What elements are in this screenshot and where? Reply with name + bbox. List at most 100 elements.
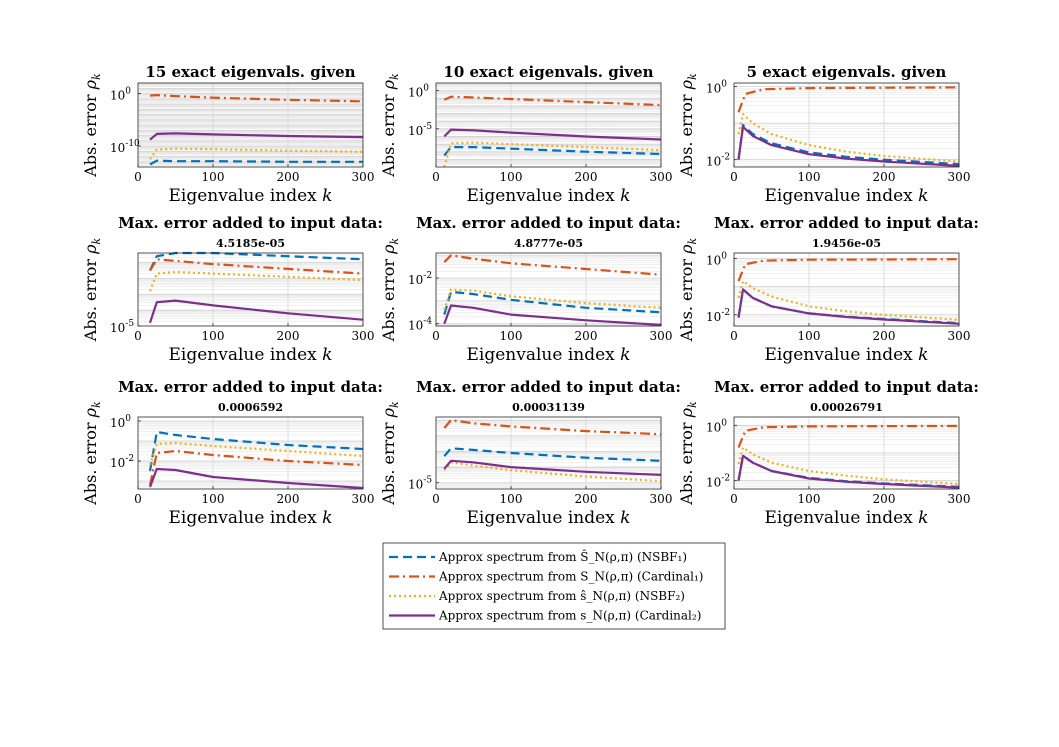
x-tick-label: 300	[948, 329, 971, 343]
x-tick-label: 200	[575, 170, 598, 184]
y-axis-label: Abs. error ρk	[81, 401, 103, 506]
x-axis-label: Eigenvalue index k	[765, 508, 929, 528]
x-tick-label: 200	[873, 329, 896, 343]
x-tick-label: 0	[730, 329, 738, 343]
series-line-nsbf1	[443, 146, 662, 157]
x-axis-label: Eigenvalue index k	[467, 508, 631, 528]
y-axis-label: Abs. error ρk	[379, 73, 401, 178]
series-line-cardinal1	[443, 254, 662, 276]
axes-frame	[435, 82, 662, 168]
axes-frame	[137, 252, 364, 327]
y-tick-label: 10-10	[110, 139, 140, 155]
series-line-cardinal2	[737, 125, 960, 167]
series-line-cardinal2	[443, 128, 662, 141]
y-tick-label: 100	[706, 80, 727, 96]
subplot-4: 0 100 200 300 10-5 Max. error added to input …	[81, 214, 383, 365]
x-tick-label: 300	[352, 170, 375, 184]
series-line-cardinal1	[443, 419, 662, 436]
subplot-9: 0 100 200 300 100 10-2 Max. error added to inp…	[677, 378, 979, 528]
x-tick-label: 200	[873, 170, 896, 184]
subplot-subtitle: 4.5185e-05	[216, 237, 285, 250]
series-line-cardinal2	[737, 288, 960, 325]
x-tick-label: 0	[432, 170, 440, 184]
series-line-cardinal2	[148, 467, 364, 490]
axes-frame	[435, 252, 662, 327]
subplot-title: Max. error added to input data:	[714, 378, 979, 396]
x-axis-label: Eigenvalue index k	[765, 186, 929, 206]
x-tick-label: 200	[575, 492, 598, 506]
subplot-title: Max. error added to input data:	[416, 214, 681, 232]
x-tick-label: 200	[873, 492, 896, 506]
x-axis-label: Eigenvalue index k	[467, 186, 631, 206]
y-tick-label: 10-2	[706, 474, 730, 490]
x-tick-label: 200	[277, 329, 300, 343]
y-tick-label: 10-5	[110, 319, 134, 335]
x-axis-label: Eigenvalue index k	[169, 186, 333, 206]
y-axis-label: Abs. error ρk	[379, 401, 401, 506]
series-line-nsbf2	[148, 441, 364, 466]
series-line-nsbf1	[443, 447, 662, 462]
subplot-subtitle: 0.0006592	[218, 401, 283, 414]
series-line-nsbf2	[443, 461, 662, 483]
series-line-cardinal2	[443, 304, 662, 326]
series-line-nsbf1	[149, 159, 363, 166]
x-tick-label: 200	[277, 492, 300, 506]
subplot-5: 0 100 200 300 10-2 10-4 Max. error added to in…	[379, 214, 681, 365]
subplot-title: Max. error added to input data:	[118, 214, 383, 232]
x-tick-label: 100	[500, 492, 523, 506]
x-tick-label: 200	[277, 170, 300, 184]
series-line-nsbf1	[149, 251, 364, 271]
subplot-1: 0 100 200 300 100 10-10 15 exact eigenvals. gi…	[81, 63, 374, 206]
x-tick-label: 0	[730, 170, 738, 184]
legend-label: Approx spectrum from Ŝ_N(ρ,π) (NSBF₁)	[438, 548, 687, 564]
subplot-3: 0 100 200 300 100 10-2 5 exact eigenvals. give…	[677, 63, 970, 206]
x-tick-label: 100	[500, 170, 523, 184]
subplot-6: 0 100 200 300 100 10-2 Max. error added to inp…	[677, 214, 979, 365]
x-tick-label: 300	[352, 329, 375, 343]
legend: Approx spectrum from Ŝ_N(ρ,π) (NSBF₁) App…	[382, 542, 726, 630]
x-axis-label: Eigenvalue index k	[169, 508, 333, 528]
subplot-subtitle: 0.00031139	[512, 401, 585, 414]
legend-label: Approx spectrum from ŝ_N(ρ,π) (NSBF₂)	[438, 589, 685, 603]
series-line-cardinal1	[737, 258, 960, 282]
y-tick-label: 100	[706, 418, 727, 434]
axes-frame	[733, 416, 960, 490]
x-tick-label: 100	[202, 492, 225, 506]
series-line-cardinal1	[443, 95, 662, 107]
axes-frame	[733, 252, 960, 327]
x-tick-label: 0	[134, 329, 142, 343]
x-tick-label: 300	[650, 170, 673, 184]
y-axis-label: Abs. error ρk	[677, 73, 699, 178]
axes-frame	[137, 82, 364, 168]
x-axis-label: Eigenvalue index k	[765, 345, 929, 365]
subplot-title: Max. error added to input data:	[714, 214, 979, 232]
y-axis-label: Abs. error ρk	[677, 401, 699, 506]
series-line-nsbf2	[148, 270, 364, 292]
y-axis-label: Abs. error ρk	[81, 237, 103, 342]
y-tick-label: 10-4	[408, 317, 432, 333]
subplot-title: Max. error added to input data:	[416, 378, 681, 396]
subplot-title: 5 exact eigenvals. given	[747, 63, 947, 81]
subplot-title: Max. error added to input data:	[118, 378, 383, 396]
x-tick-label: 100	[202, 170, 225, 184]
y-tick-label: 10-2	[408, 271, 432, 287]
legend-box	[382, 542, 726, 630]
y-tick-label: 10-5	[408, 122, 432, 138]
x-tick-label: 100	[798, 170, 821, 184]
x-tick-label: 300	[948, 492, 971, 506]
y-tick-label: 10-5	[408, 476, 432, 492]
series-line-cardinal2	[737, 454, 960, 489]
axes-frame	[137, 416, 364, 490]
series-line-nsbf2	[149, 147, 364, 160]
x-tick-label: 0	[730, 492, 738, 506]
series-line-cardinal1	[149, 93, 364, 103]
subplot-subtitle: 0.00026791	[810, 401, 883, 414]
axes-frame	[435, 416, 662, 490]
subplot-7: 0 100 200 300 100 10-2 Max. error added to inp…	[81, 378, 383, 528]
subplot-subtitle: 1.9456e-05	[812, 237, 881, 250]
x-tick-label: 200	[575, 329, 598, 343]
y-tick-label: 100	[706, 252, 727, 268]
legend-label: Approx spectrum from s_N(ρ,π) (Cardinal₂…	[438, 609, 701, 623]
series-line-cardinal2	[148, 299, 364, 324]
